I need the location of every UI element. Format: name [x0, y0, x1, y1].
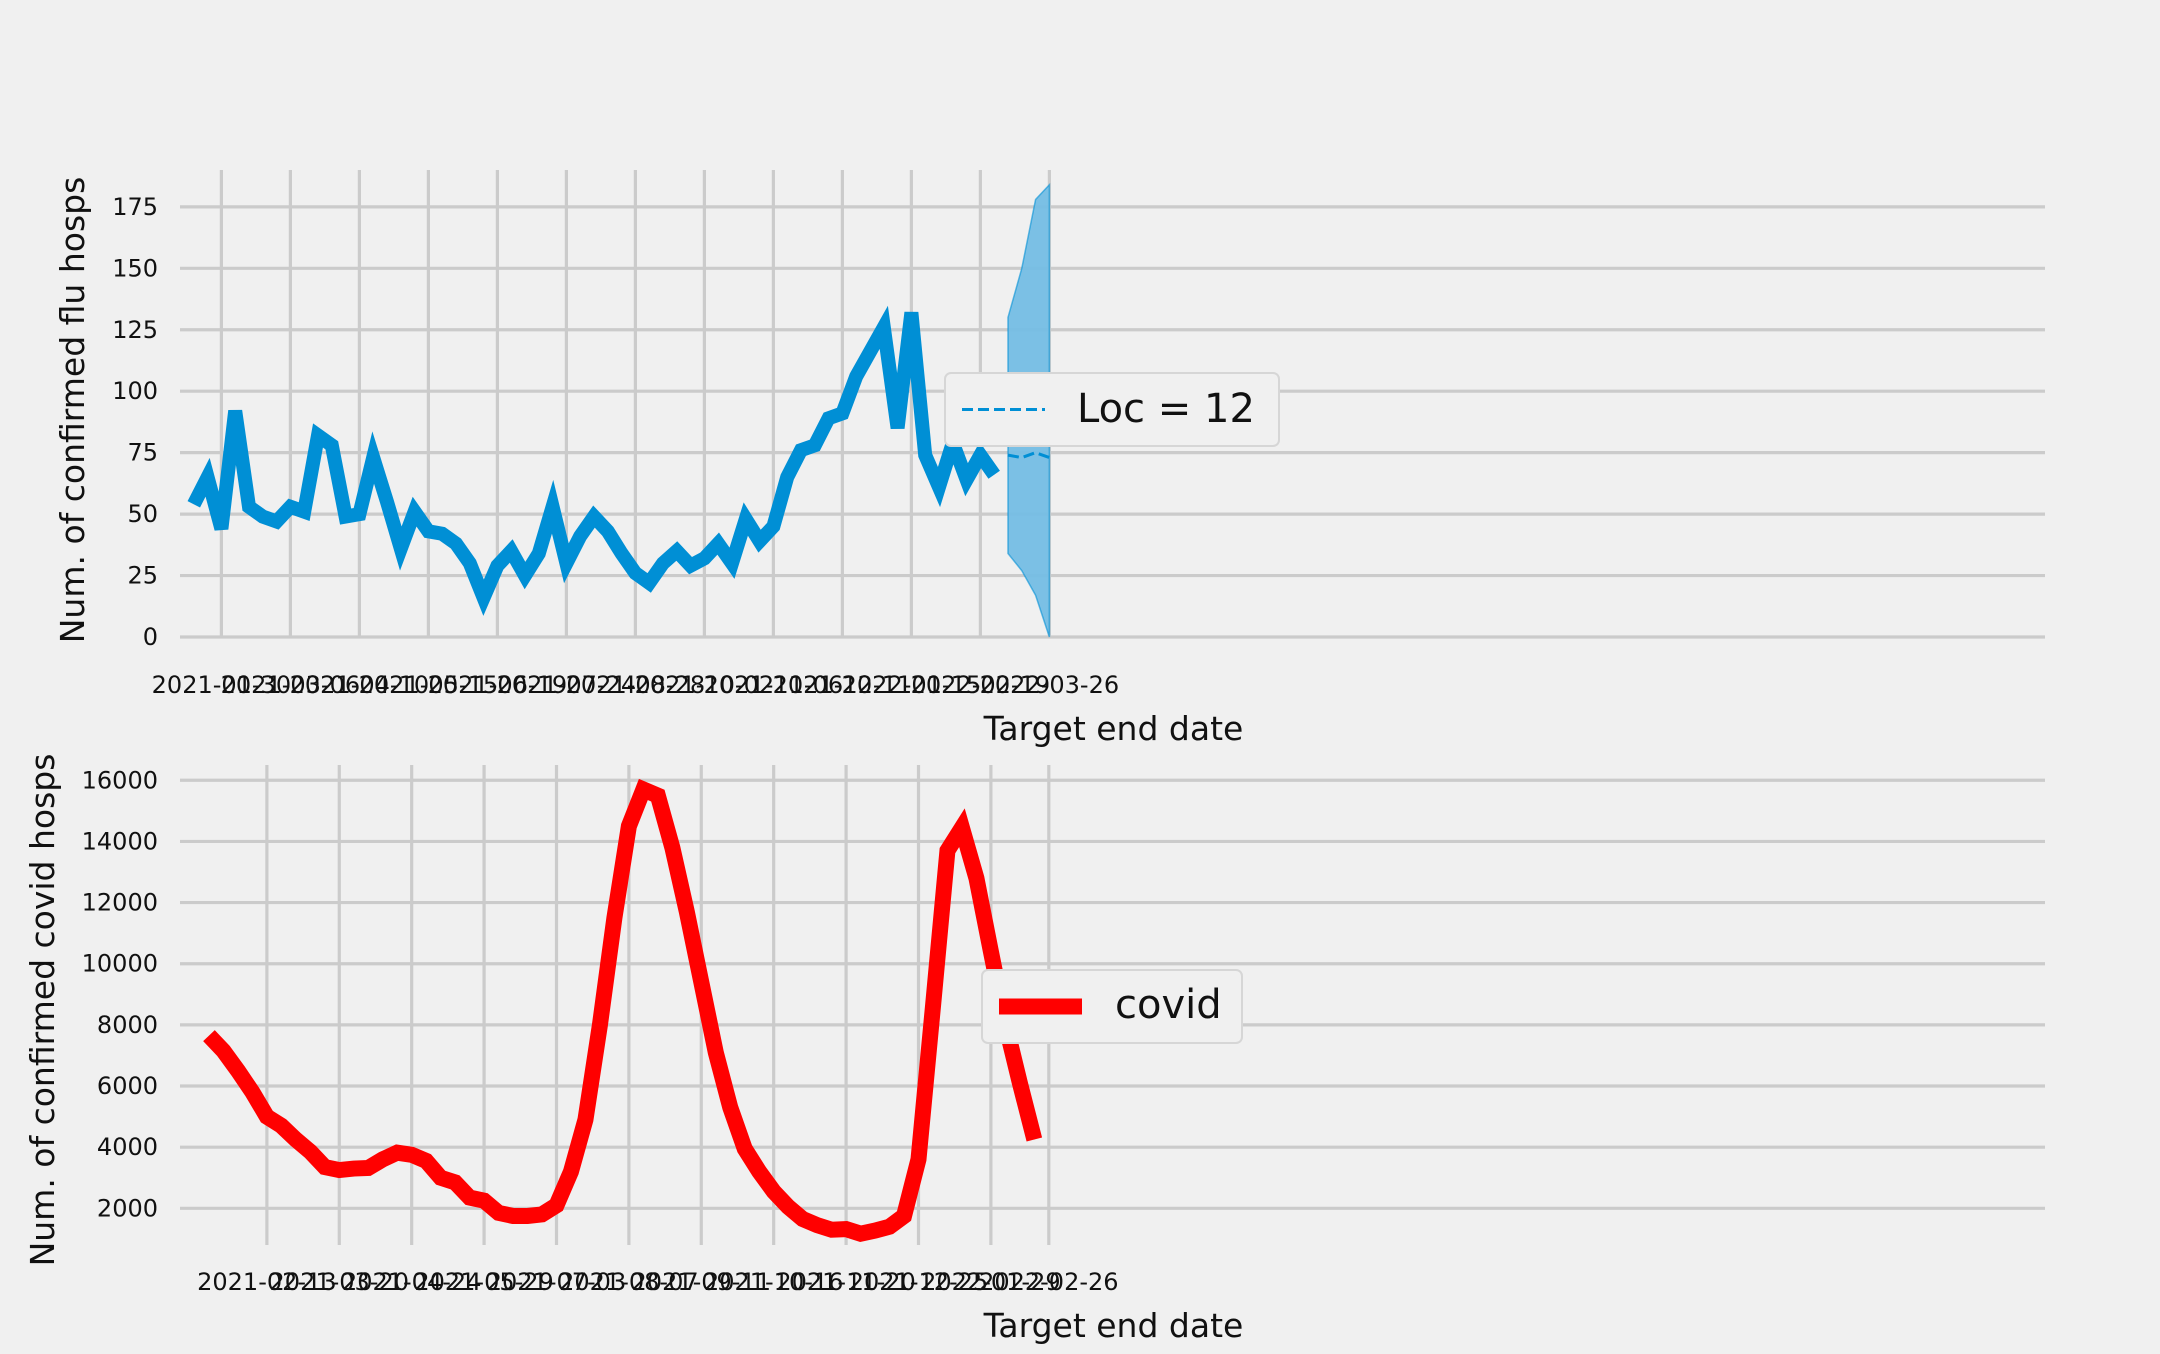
legend-label: Loc = 12 [1077, 386, 1255, 432]
subplot-1: 02550751001251501752021-01-302021-03-062… [53, 170, 2045, 748]
legend: Loc = 12 [945, 373, 1279, 446]
subplot-2: 2000400060008000100001200014000160002021… [23, 754, 2045, 1345]
data-line [209, 789, 1034, 1233]
y-tick-label: 16000 [82, 766, 158, 794]
series-covid [209, 789, 1035, 1233]
y-tick-label: 25 [127, 562, 158, 590]
series-observed [194, 312, 995, 597]
y-tick-label: 150 [112, 254, 158, 282]
data-line [194, 313, 994, 598]
x-axis-label: Target end date [983, 1306, 1244, 1345]
x-tick-label: 2022-03-26 [980, 671, 1119, 699]
y-tick-label: 175 [112, 193, 158, 221]
y-tick-label: 6000 [97, 1072, 158, 1100]
y-tick-label: 50 [127, 500, 158, 528]
y-tick-label: 10000 [82, 950, 158, 978]
y-axis-label: Num. of confirmed covid hosps [23, 754, 62, 1267]
y-axis-label: Num. of confirmed flu hosps [53, 177, 92, 644]
y-tick-label: 100 [112, 377, 158, 405]
x-axis-label: Target end date [983, 709, 1244, 748]
y-tick-label: 14000 [82, 827, 158, 855]
legend: covid [982, 970, 1242, 1043]
y-tick-label: 75 [127, 439, 158, 467]
y-tick-label: 4000 [97, 1133, 158, 1161]
y-tick-label: 2000 [97, 1194, 158, 1222]
legend-label: covid [1115, 982, 1222, 1028]
y-tick-label: 12000 [82, 889, 158, 917]
y-tick-label: 0 [143, 623, 158, 651]
x-tick-label: 2022-02-26 [979, 1268, 1118, 1296]
y-tick-label: 125 [112, 316, 158, 344]
y-tick-label: 8000 [97, 1011, 158, 1039]
